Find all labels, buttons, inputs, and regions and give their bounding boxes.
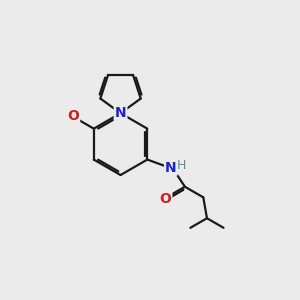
Text: N: N — [115, 106, 126, 120]
Text: N: N — [165, 160, 177, 175]
Text: O: O — [67, 109, 79, 123]
Text: O: O — [160, 192, 171, 206]
Text: H: H — [177, 159, 187, 172]
